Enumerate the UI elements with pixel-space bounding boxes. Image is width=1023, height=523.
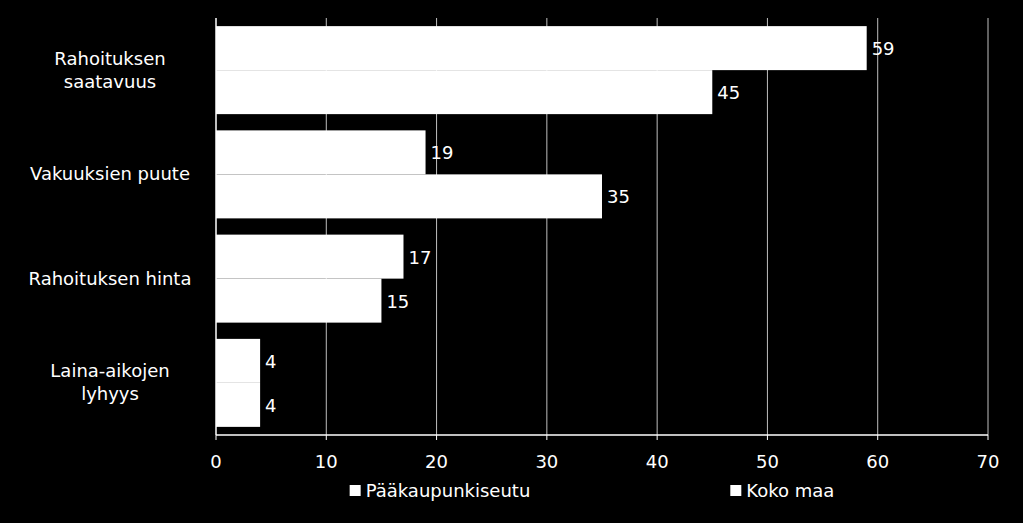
category-label-line: Rahoituksen (54, 48, 165, 69)
tick-label: 60 (866, 451, 889, 472)
grid-line (767, 18, 768, 435)
bar (216, 130, 426, 174)
background (0, 0, 1023, 523)
data-label: 15 (386, 291, 409, 312)
category-label: Laina-aikojenlyhyys (50, 360, 169, 404)
category-label: Rahoituksen hinta (29, 268, 192, 289)
legend-label: Pääkaupunkiseutu (366, 480, 531, 501)
data-label: 4 (265, 351, 276, 372)
tick-label: 70 (977, 451, 1000, 472)
category-label-line: saatavuus (64, 71, 156, 92)
data-labels: 59 45 19 35 17 15 4 4 (265, 38, 894, 416)
legend-swatch (350, 485, 361, 496)
data-label: 45 (717, 82, 740, 103)
bar (216, 383, 260, 427)
category-label: Rahoituksensaatavuus (54, 48, 165, 92)
data-label: 17 (408, 247, 431, 268)
data-label: 19 (431, 142, 454, 163)
bar (216, 339, 260, 383)
legend: Pääkaupunkiseutu Koko maa (350, 480, 835, 501)
category-label-line: Laina-aikojen (50, 360, 169, 381)
tick-label: 40 (646, 451, 669, 472)
x-axis (216, 434, 988, 436)
bar (216, 279, 381, 323)
tick-label: 20 (425, 451, 448, 472)
category-label-line: Rahoituksen hinta (29, 268, 192, 289)
category-label-line: Vakuuksien puute (30, 163, 190, 184)
grid-line (877, 18, 878, 435)
tick-label: 50 (756, 451, 779, 472)
bars (216, 26, 867, 427)
data-label: 59 (872, 38, 895, 59)
y-axis (215, 18, 217, 435)
tick-label: 30 (535, 451, 558, 472)
bar (216, 174, 602, 218)
grid-line (988, 18, 989, 435)
bar (216, 70, 712, 114)
chart: 0 10 20 30 40 50 60 70 59 45 19 35 17 15 4 4 Rahoituksen… (0, 0, 1023, 523)
legend-label: Koko maa (746, 480, 834, 501)
bar (216, 26, 867, 70)
legend-swatch (730, 485, 741, 496)
tick-label: 0 (210, 451, 221, 472)
bar (216, 235, 403, 279)
category-label-line: lyhyys (81, 383, 139, 404)
data-label: 35 (607, 186, 630, 207)
tick-label: 10 (315, 451, 338, 472)
category-label: Vakuuksien puute (30, 163, 190, 184)
data-label: 4 (265, 395, 276, 416)
